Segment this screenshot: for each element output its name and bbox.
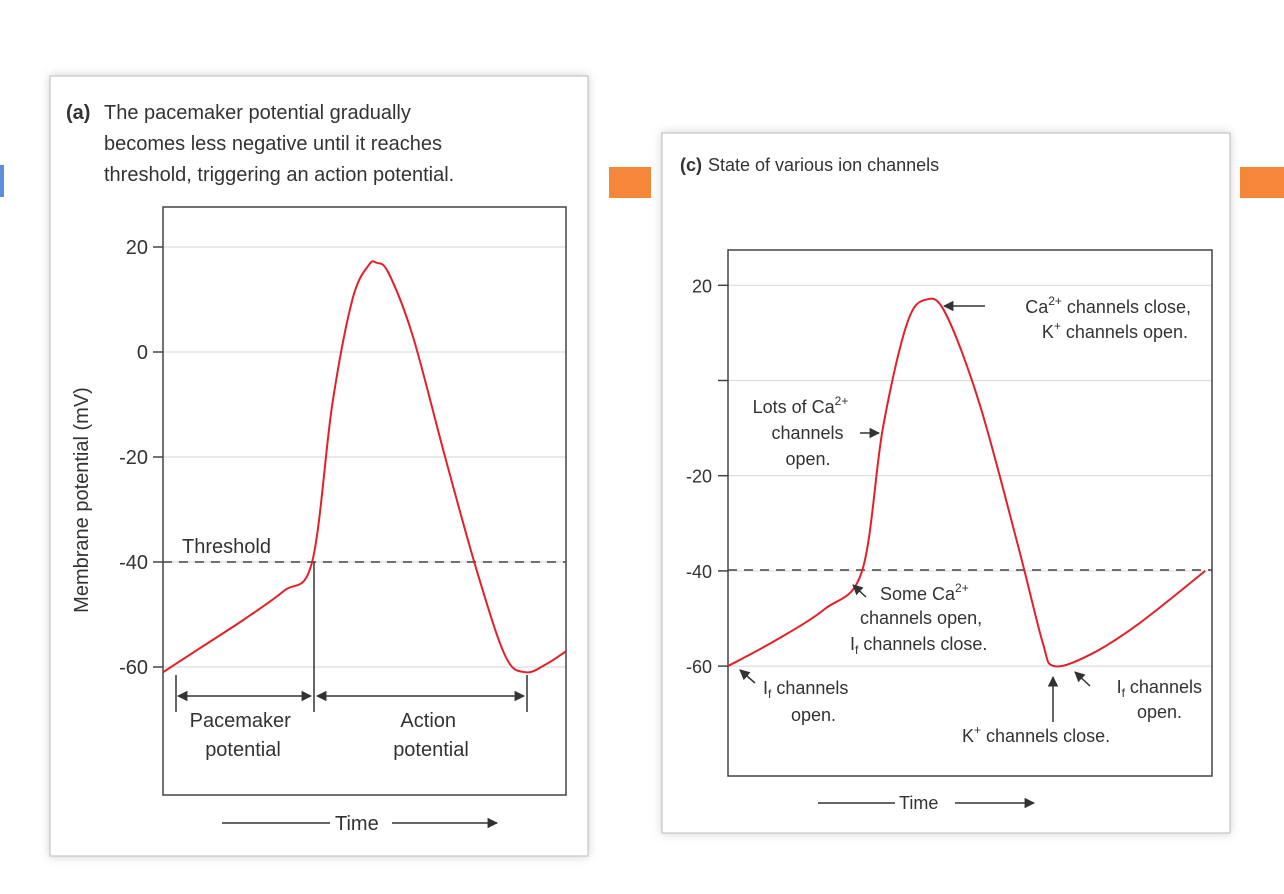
- panel-c-title: (c) State of various ion channels: [680, 155, 939, 175]
- x-axis-label-c: Time: [899, 793, 938, 813]
- y-tick-label: -60: [686, 657, 712, 677]
- orange-bar-left: [609, 167, 651, 198]
- annotation-if-open-1: If channels open.: [763, 678, 853, 725]
- y-tick-label: -60: [119, 657, 148, 679]
- plot-c-frame: [727, 249, 1213, 777]
- pacemaker-potential-label: Pacemaker potential: [190, 710, 297, 761]
- y-tick-label: -40: [686, 562, 712, 582]
- action-potential-label: Action potential: [393, 710, 469, 761]
- panel-a-title: (a) The pacemaker potential gradually be…: [66, 102, 454, 186]
- annotation-k-close: K+ channels close.: [962, 723, 1110, 746]
- y-tick-label: 20: [126, 237, 148, 259]
- membrane-potential-curve-c: [727, 297, 1206, 668]
- y-tick-label: -20: [686, 467, 712, 487]
- threshold-label: Threshold: [182, 536, 271, 558]
- blue-edge-mark: [0, 165, 4, 197]
- y-tick-label: 20: [692, 276, 712, 296]
- membrane-potential-curve-a: [162, 260, 567, 674]
- plot-a-frame: [162, 206, 567, 796]
- x-axis-label-a: Time: [335, 813, 379, 835]
- annotation-lots-ca: Lots of Ca2+ channels open.: [753, 389, 854, 469]
- y-axis-label: Membrane potential (mV): [71, 387, 93, 613]
- orange-bar-right: [1240, 167, 1284, 198]
- annotation-if-open-2: If channels open.: [1117, 677, 1207, 722]
- y-tick-label: -40: [119, 552, 148, 574]
- annotation-peak: Ca2+ channels close, K+ channels open.: [1025, 294, 1196, 342]
- panel-c: (c) State of various ion channels 20 -20 -4…: [661, 132, 1231, 834]
- annotation-some-ca: Some Ca2+ channels open, If channels clo…: [850, 576, 987, 657]
- y-tick-label: -20: [119, 447, 148, 469]
- y-tick-label: 0: [137, 342, 148, 364]
- panel-a: (a) The pacemaker potential gradually be…: [49, 75, 589, 857]
